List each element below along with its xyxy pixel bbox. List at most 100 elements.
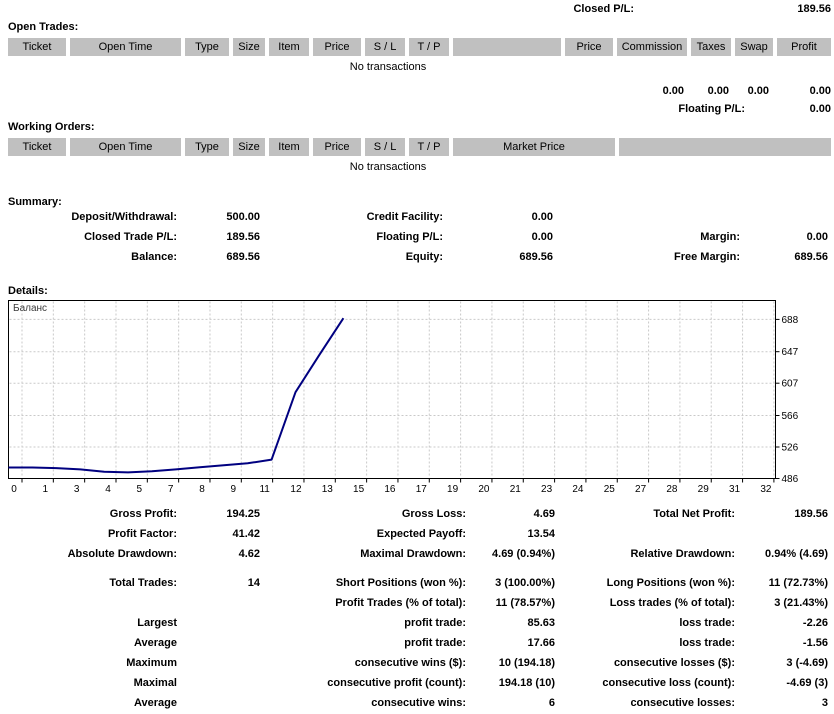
stat-value: 3 — [821, 697, 828, 709]
working-orders-col-price: Price — [313, 138, 361, 156]
summary-label: Closed Trade P/L: — [84, 231, 177, 243]
x-tick-label: 9 — [231, 484, 237, 495]
stat-label: loss trade: — [679, 637, 735, 649]
summary-value: 689.56 — [519, 251, 553, 263]
stat-value: 11 (72.73%) — [768, 577, 828, 589]
open-trades-col-price: Price — [313, 38, 361, 56]
working-orders-col-size: Size — [233, 138, 265, 156]
summary-value: 500.00 — [226, 211, 260, 223]
stat-label: consecutive loss (count): — [602, 677, 735, 689]
x-tick-label: 16 — [384, 484, 396, 495]
y-tick-label: 607 — [782, 379, 799, 390]
stat-label: Total Trades: — [109, 577, 177, 589]
stat-label: Maximal Drawdown: — [360, 548, 466, 560]
open-trades-col-open-time: Open Time — [70, 38, 181, 56]
open-trades-col-s-l: S / L — [365, 38, 405, 56]
x-tick-label: 11 — [259, 484, 270, 495]
y-tick-label: 688 — [782, 315, 799, 326]
open-trades-col-t-p: T / P — [409, 38, 449, 56]
stat-label: Gross Loss: — [401, 508, 466, 520]
summary-label: Margin: — [700, 231, 740, 243]
open-trades-col-size: Size — [233, 38, 265, 56]
working-orders-col-blank-9 — [619, 138, 831, 156]
working-orders-col-t-p: T / P — [409, 138, 449, 156]
working-orders-col-type: Type — [185, 138, 229, 156]
stat-label: Profit Trades (% of total): — [335, 597, 466, 609]
stat-value: 85.63 — [527, 617, 555, 629]
summary-label: Deposit/Withdrawal: — [71, 211, 177, 223]
open-trades-profit-total: 0.00 — [809, 85, 831, 97]
summary-value: 0.00 — [531, 231, 553, 243]
summary-value: 189.56 — [226, 231, 260, 243]
open-trades-col-price: Price — [565, 38, 613, 56]
stat-label: consecutive losses ($): — [613, 657, 735, 669]
open-trades-commission-total: 0.00 — [662, 85, 684, 97]
stat-label: Profit Factor: — [107, 528, 177, 540]
stat-value: -2.26 — [802, 617, 828, 629]
x-tick-label: 13 — [322, 484, 334, 495]
balance-line — [8, 317, 345, 474]
stat-label: profit trade: — [404, 637, 466, 649]
stat-value: 4.62 — [238, 548, 260, 560]
chart-border — [8, 300, 776, 479]
summary-label: Equity: — [405, 251, 443, 263]
stat-label: Short Positions (won %): — [335, 577, 466, 589]
stat-value: 17.66 — [527, 637, 555, 649]
stat-label: loss trade: — [679, 617, 735, 629]
stat-value: 194.18 (10) — [498, 677, 555, 689]
open-trades-col-swap: Swap — [735, 38, 773, 56]
stat-value: -4.69 (3) — [786, 677, 828, 689]
x-tick-label: 28 — [666, 484, 678, 495]
closed-pl-label: Closed P/L: — [573, 3, 634, 15]
stat-value: 3 (-4.69) — [786, 657, 828, 669]
x-tick-label: 25 — [604, 484, 616, 495]
summary-value: 0.00 — [531, 211, 553, 223]
stat-label: Total Net Profit: — [653, 508, 735, 520]
open-trades-col-commission: Commission — [617, 38, 687, 56]
stat-value: 13.54 — [527, 528, 555, 540]
stat-label: Relative Drawdown: — [630, 548, 735, 560]
y-tick-label: 486 — [782, 474, 799, 485]
stat-value: 6 — [548, 697, 555, 709]
x-tick-label: 5 — [137, 484, 143, 495]
working-orders-col-s-l: S / L — [365, 138, 405, 156]
chart-legend-label: Баланс — [13, 303, 47, 314]
stat-value: 14 — [247, 577, 260, 589]
stat-value: 41.42 — [232, 528, 260, 540]
summary-value: 689.56 — [794, 251, 828, 263]
stat-value: 4.69 — [533, 508, 555, 520]
x-tick-label: 19 — [447, 484, 459, 495]
stat-label: Loss trades (% of total): — [609, 597, 735, 609]
x-tick-label: 32 — [760, 484, 772, 495]
summary-label: Floating P/L: — [376, 231, 443, 243]
stat-value: 189.56 — [794, 508, 828, 520]
open-trades-col-blank-8 — [453, 38, 561, 56]
stat-label: Maximum — [126, 657, 177, 669]
x-tick-label: 29 — [698, 484, 710, 495]
summary-label: Free Margin: — [673, 251, 740, 263]
working-orders-col-open-time: Open Time — [70, 138, 181, 156]
floating-pl-label: Floating P/L: — [678, 103, 745, 115]
x-tick-label: 4 — [105, 484, 111, 495]
x-tick-label: 20 — [478, 484, 490, 495]
open-trades-col-ticket: Ticket — [8, 38, 66, 56]
summary-title: Summary: — [8, 196, 62, 208]
x-tick-label: 1 — [43, 484, 49, 495]
stat-value: 3 (100.00%) — [495, 577, 555, 589]
x-tick-label: 23 — [541, 484, 553, 495]
floating-pl-value: 0.00 — [809, 103, 831, 115]
open-trades-taxes-total: 0.00 — [707, 85, 729, 97]
open-trades-col-type: Type — [185, 38, 229, 56]
y-tick-label: 526 — [782, 442, 799, 453]
stat-label: Average — [133, 637, 177, 649]
stat-label: Largest — [137, 617, 177, 629]
closed-pl-value: 189.56 — [797, 3, 831, 15]
working-orders-col-item: Item — [269, 138, 309, 156]
stat-value: -1.56 — [802, 637, 828, 649]
stat-value: 10 (194.18) — [498, 657, 555, 669]
open-trades-swap-total: 0.00 — [747, 85, 769, 97]
working-orders-col-market-price: Market Price — [453, 138, 615, 156]
